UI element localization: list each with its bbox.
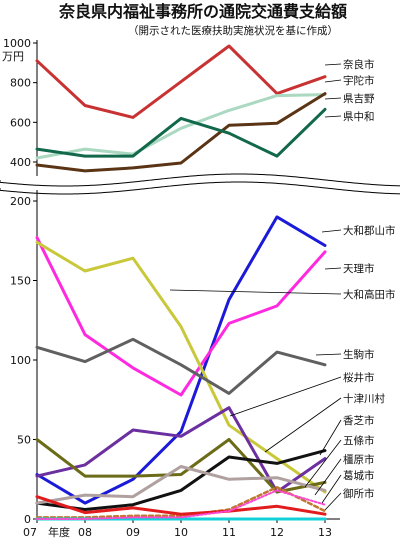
series-label: 五條市 — [343, 434, 375, 447]
y-tick-label: 400 — [10, 156, 31, 169]
chart-subtitle: （開示された医療扶助実施状況を基に作成） — [128, 24, 338, 37]
series-label: 橿原市 — [343, 453, 375, 466]
x-tick-label: 11 — [222, 526, 236, 539]
label-leader-line — [169, 289, 342, 295]
x-suffix-label: 年度 — [48, 525, 70, 539]
y-tick-label: 600 — [10, 116, 31, 129]
lower-series-line — [35, 240, 327, 494]
lower-series-line — [36, 489, 326, 520]
y-tick-label: 150 — [10, 275, 31, 288]
x-tick-label: 10 — [174, 526, 188, 539]
series-label: 宇陀市 — [343, 74, 375, 87]
label-leader-line — [324, 267, 342, 270]
y-tick-label: 0 — [24, 513, 31, 526]
series-label: 桜井市 — [343, 371, 375, 384]
lower-series-line — [35, 465, 327, 505]
x-tick-label: 12 — [270, 526, 284, 539]
label-leader-line — [324, 97, 342, 100]
x-tick-label: 13 — [318, 526, 332, 539]
upper-series-group — [35, 44, 327, 173]
lower-series-line — [35, 495, 327, 516]
series-label: 葛城市 — [343, 469, 375, 482]
lower-series-group — [35, 215, 327, 521]
label-leader-line — [304, 439, 342, 488]
upper-series-line — [35, 93, 327, 160]
y-tick-label: 800 — [10, 77, 31, 90]
y-tick-label: 1000 — [3, 37, 31, 50]
label-leader-line — [314, 458, 342, 496]
label-leader-line — [229, 376, 342, 417]
series-label: 生駒市 — [343, 348, 375, 361]
lower-series-line — [35, 215, 327, 505]
label-leader-line — [321, 474, 342, 504]
label-leader-line — [324, 79, 342, 83]
lower-series-line — [35, 438, 327, 494]
upper-series-line — [35, 92, 327, 173]
label-leader-line — [324, 492, 342, 511]
lower-series-line — [35, 449, 327, 511]
axes: 400 600 800 1000 0 50 100 150 200 07 08 09 10 11 12 13 — [0, 37, 400, 539]
x-tick-label: 08 — [78, 526, 92, 539]
series-label: 御所市 — [343, 487, 375, 500]
series-label: 奈良市 — [343, 58, 375, 71]
label-leader-line — [324, 63, 342, 66]
upper-series-line — [35, 44, 327, 119]
y-unit-label: 万円 — [2, 50, 24, 63]
series-label: 大和高田市 — [343, 288, 396, 301]
series-label: 県中和 — [343, 110, 375, 123]
series-labels: 奈良市宇陀市県吉野県中和大和郡山市天理市大和高田市生駒市桜井市十津川村香芝市五條… — [169, 58, 396, 511]
axis-break-line — [0, 173, 400, 187]
label-leader-line — [315, 353, 342, 356]
series-label: 県吉野 — [343, 93, 375, 105]
series-label: 十津川村 — [343, 392, 385, 405]
y-tick-label: 50 — [17, 434, 31, 447]
x-tick-label: 07 — [23, 526, 37, 539]
y-tick-label: 100 — [10, 354, 31, 367]
label-leader-line — [319, 419, 342, 456]
chart-title: 奈良県内福祉事務所の通院交通費支給額 — [58, 2, 347, 21]
lower-series-line — [35, 337, 327, 395]
series-label: 香芝市 — [343, 414, 375, 427]
series-label: 天理市 — [343, 262, 375, 275]
lower-series-line — [35, 485, 327, 519]
lower-series-line — [35, 236, 327, 397]
label-leader-line — [321, 229, 342, 233]
upper-series-line — [35, 107, 327, 158]
label-leader-line — [324, 115, 342, 118]
axis-break-line — [0, 181, 400, 195]
x-tick-label: 09 — [126, 526, 140, 539]
y-tick-label: 200 — [10, 195, 31, 208]
label-leader-line — [264, 397, 342, 453]
series-label: 大和郡山市 — [343, 224, 396, 237]
